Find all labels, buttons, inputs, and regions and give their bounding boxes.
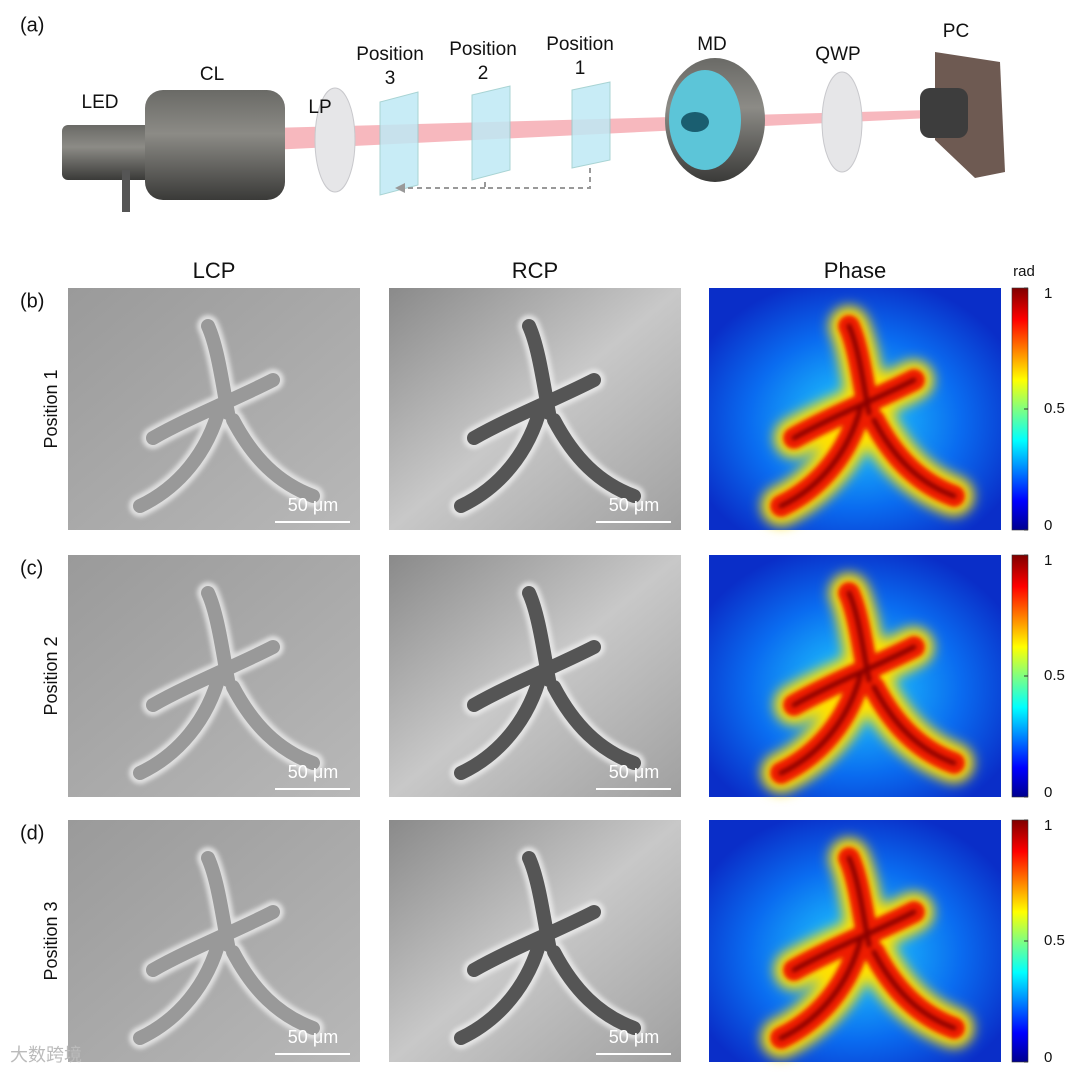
column-title: LCP xyxy=(193,258,236,283)
phase-core xyxy=(778,590,957,776)
scale-bar-label: 50 μm xyxy=(609,1027,659,1047)
colorbar-tick-label: 1 xyxy=(1044,817,1052,834)
colorbar-tick-label: 0.5 xyxy=(1044,400,1065,417)
component-label: QWP xyxy=(815,44,860,65)
character xyxy=(133,851,320,1045)
panel-label: (c) xyxy=(20,557,43,579)
colorbar-tick-label: 0 xyxy=(1044,517,1052,534)
image xyxy=(709,555,1001,797)
panel-label: (b) xyxy=(20,290,44,312)
row-label: Position 1 xyxy=(41,369,61,448)
component-label: Position xyxy=(449,39,517,60)
column-title: RCP xyxy=(512,258,558,283)
component-label: PC xyxy=(943,21,969,42)
colorbar-tick-label: 1 xyxy=(1044,552,1052,569)
component-label: 2 xyxy=(478,63,489,84)
scale-bar-label: 50 μm xyxy=(288,1027,338,1047)
component-label: MD xyxy=(697,34,727,55)
scale-bar-label: 50 μm xyxy=(609,762,659,782)
watermark: 大数跨境 xyxy=(10,1045,82,1065)
character xyxy=(454,586,641,780)
character xyxy=(133,319,320,513)
panel-label: (a) xyxy=(20,14,44,36)
scale-bar-label: 50 μm xyxy=(288,495,338,515)
image xyxy=(709,820,1001,1062)
character xyxy=(133,586,320,780)
row-label: Position 3 xyxy=(41,901,61,980)
image: 50 μm xyxy=(68,288,360,530)
scale-bar-label: 50 μm xyxy=(288,762,338,782)
phase-core xyxy=(778,855,957,1041)
component-labels: LED CL LP Position 3 Position 2 Position 1 MD QWP P… xyxy=(82,21,970,118)
component-label: CL xyxy=(200,64,224,85)
image: 50 μm xyxy=(389,820,681,1062)
phase-core xyxy=(778,323,957,509)
component-label: 1 xyxy=(575,58,586,79)
image: 50 μm xyxy=(389,288,681,530)
component-label: Position xyxy=(546,34,614,55)
colorbar-tick-label: 1 xyxy=(1044,285,1052,302)
image: 50 μm xyxy=(68,555,360,797)
colorbar-unit: rad xyxy=(1013,263,1035,280)
colorbar-tick-label: 0.5 xyxy=(1044,932,1065,949)
row-label: Position 2 xyxy=(41,636,61,715)
component-label: LED xyxy=(82,92,119,113)
colorbar-tick-label: 0 xyxy=(1044,784,1052,801)
apparatus xyxy=(62,52,1005,212)
component-label: 3 xyxy=(385,68,396,89)
scale-bar-label: 50 μm xyxy=(609,495,659,515)
image: 50 μm xyxy=(68,820,360,1062)
component-label: LP xyxy=(308,97,331,118)
character xyxy=(454,319,641,513)
panel-label: (d) xyxy=(20,822,44,844)
colorbar-tick-label: 0.5 xyxy=(1044,667,1065,684)
character xyxy=(454,851,641,1045)
image-grid: LCP RCP Phase (b) Position 1 50 μm 50 μm rad 0 0.… xyxy=(20,258,1065,1066)
colorbar-tick-label: 0 xyxy=(1044,1049,1052,1066)
image xyxy=(709,288,1001,530)
column-title: Phase xyxy=(824,258,886,283)
component-label: Position xyxy=(356,44,424,65)
image: 50 μm xyxy=(389,555,681,797)
